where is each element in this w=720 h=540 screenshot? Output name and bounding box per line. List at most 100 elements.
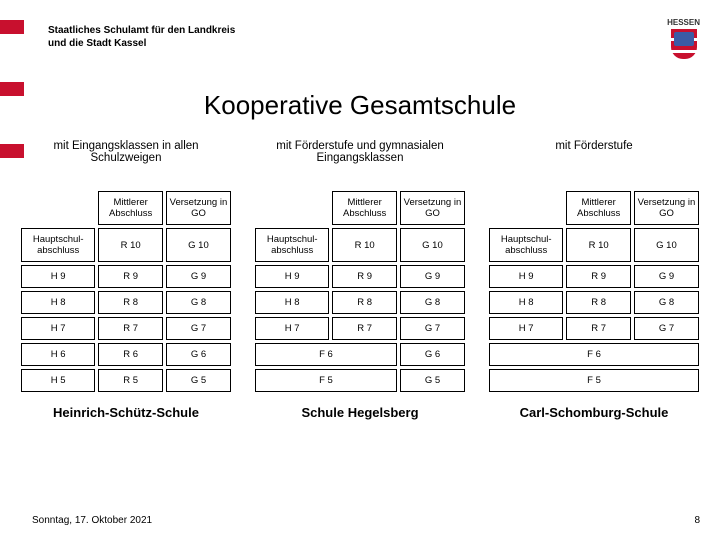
table-row: H 9R 9G 9 [255,265,465,288]
table-row: F 6G 6 [255,343,465,366]
td-merged: F 6 [255,343,397,366]
th-blank [21,191,95,225]
column-1: mit Eingangsklassen in allen Schulzweige… [18,140,234,420]
table-row: H 6R 6G 6 [21,343,231,366]
table-row: H 8R 8G 8 [21,291,231,314]
td: H 9 [489,265,563,288]
table-row: H 7R 7G 7 [21,317,231,340]
td: R 7 [332,317,397,340]
th: Versetzung in GO [166,191,231,225]
td: R 7 [98,317,163,340]
table-row: F 5 [489,369,699,392]
table-row: H 8R 8G 8 [489,291,699,314]
td: R 9 [566,265,631,288]
td: G 10 [166,228,231,262]
col2-footer: Schule Hegelsberg [301,405,418,420]
td: G 10 [634,228,699,262]
td: G 8 [166,291,231,314]
td: R 9 [332,265,397,288]
col2-table: Mittlerer Abschluss Versetzung in GO Hau… [252,188,468,395]
column-2: mit Förderstufe und gymnasialen Eingangs… [252,140,468,420]
td: H 9 [255,265,329,288]
table-row: H 7R 7G 7 [255,317,465,340]
td: R 9 [98,265,163,288]
td-merged: F 5 [489,369,699,392]
td: R 8 [98,291,163,314]
td: Hauptschul-abschluss [255,228,329,262]
td: G 6 [166,343,231,366]
td: H 7 [489,317,563,340]
th: Versetzung in GO [634,191,699,225]
td: R 8 [332,291,397,314]
td: R 10 [566,228,631,262]
footer-page: 8 [694,515,700,526]
footer: Sonntag, 17. Oktober 2021 8 [32,515,700,526]
td: H 9 [21,265,95,288]
td: G 8 [634,291,699,314]
table-header-row: Mittlerer Abschluss Versetzung in GO [489,191,699,225]
td: R 5 [98,369,163,392]
header-line-1: Staatliches Schulamt für den Landkreis [48,24,235,37]
th: Versetzung in GO [400,191,465,225]
table-row: H 9R 9G 9 [21,265,231,288]
col3-footer: Carl-Schomburg-Schule [520,405,669,420]
red-bar [0,20,24,34]
td: G 10 [400,228,465,262]
td: H 8 [489,291,563,314]
td: R 8 [566,291,631,314]
hessen-shield-icon [671,29,697,59]
side-accent-bars [0,20,24,158]
table-row: H 7R 7G 7 [489,317,699,340]
col3-title: mit Förderstufe [549,140,638,188]
td: Hauptschul-abschluss [21,228,95,262]
th: Mittlerer Abschluss [332,191,397,225]
td: G 6 [400,343,465,366]
columns-container: mit Eingangsklassen in allen Schulzweige… [18,140,702,420]
table-row: F 6 [489,343,699,366]
col1-footer: Heinrich-Schütz-Schule [53,405,199,420]
th: Mittlerer Abschluss [98,191,163,225]
td: G 9 [634,265,699,288]
th-blank [489,191,563,225]
td: G 8 [400,291,465,314]
table-row: H 8R 8G 8 [255,291,465,314]
table-row: H 9R 9G 9 [489,265,699,288]
td: R 10 [98,228,163,262]
td: G 9 [400,265,465,288]
table-row: Hauptschul-abschlussR 10G 10 [255,228,465,262]
table-row: Hauptschul-abschlussR 10G 10 [21,228,231,262]
table-header-row: Mittlerer Abschluss Versetzung in GO [21,191,231,225]
td: H 5 [21,369,95,392]
col2-title: mit Förderstufe und gymnasialen Eingangs… [252,140,468,188]
td: R 10 [332,228,397,262]
hessen-logo: HESSEN [667,18,700,59]
th: Mittlerer Abschluss [566,191,631,225]
table-row: F 5G 5 [255,369,465,392]
td: H 8 [255,291,329,314]
td: H 7 [255,317,329,340]
td: G 7 [400,317,465,340]
td: H 8 [21,291,95,314]
td-merged: F 5 [255,369,397,392]
td-merged: F 6 [489,343,699,366]
td: G 5 [400,369,465,392]
td: R 6 [98,343,163,366]
td: R 7 [566,317,631,340]
logo-text: HESSEN [667,18,700,27]
column-3: mit Förderstufe Mittlerer Abschluss Vers… [486,140,702,420]
td: G 5 [166,369,231,392]
td: G 7 [634,317,699,340]
col3-table: Mittlerer Abschluss Versetzung in GO Hau… [486,188,702,395]
td: G 9 [166,265,231,288]
td: G 7 [166,317,231,340]
th-blank [255,191,329,225]
header-org: Staatliches Schulamt für den Landkreis u… [48,24,235,50]
table-row: Hauptschul-abschlussR 10G 10 [489,228,699,262]
col1-table: Mittlerer Abschluss Versetzung in GO Hau… [18,188,234,395]
footer-date: Sonntag, 17. Oktober 2021 [32,515,152,526]
td: H 6 [21,343,95,366]
td: H 7 [21,317,95,340]
table-row: H 5R 5G 5 [21,369,231,392]
td: Hauptschul-abschluss [489,228,563,262]
table-header-row: Mittlerer Abschluss Versetzung in GO [255,191,465,225]
